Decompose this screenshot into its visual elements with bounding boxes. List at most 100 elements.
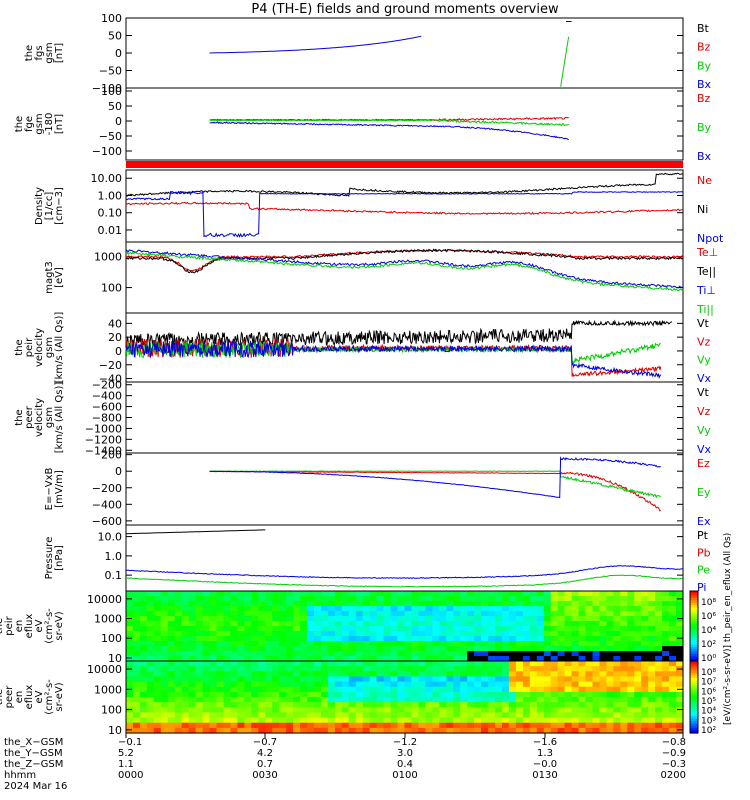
- spectrogram-cell: [265, 722, 273, 729]
- ey-line: [209, 470, 662, 499]
- spectrogram-cell: [564, 671, 573, 677]
- spectrogram-cell: [453, 702, 461, 708]
- spectrogram-cell: [181, 717, 190, 724]
- spectrogram-cell: [662, 601, 670, 607]
- y-axis-label-line: sr-eV): [54, 682, 65, 711]
- spectrogram-cell: [174, 691, 183, 698]
- spectrogram-cell: [202, 631, 211, 637]
- y-axis-label-line: peer: [24, 405, 35, 429]
- spectrogram-cell: [188, 681, 197, 688]
- spectrogram-cell: [362, 591, 371, 597]
- spectrogram-cell: [606, 591, 614, 597]
- spectrogram-cell: [355, 641, 364, 647]
- spectrogram-cell: [453, 626, 461, 632]
- spectrogram-cell: [585, 712, 594, 719]
- spectrogram-cell: [383, 626, 392, 632]
- spectrogram-cell: [515, 666, 524, 672]
- spectrogram-cell: [167, 676, 176, 683]
- spectrogram-cell: [216, 596, 225, 602]
- spectrogram-cell: [536, 691, 545, 698]
- spectrogram-cell: [327, 591, 336, 597]
- spectrogram-cell: [181, 596, 190, 602]
- spectrogram-cell: [362, 616, 371, 622]
- colorbar-swatch: [690, 699, 698, 703]
- y-axis-label-line: [cm−3]: [54, 187, 65, 225]
- spectrogram-cell: [223, 646, 232, 652]
- spectrogram-cell: [383, 611, 392, 617]
- spectrogram-cell: [508, 686, 517, 693]
- spectrogram-cell: [515, 616, 524, 622]
- spectrogram-cell: [585, 722, 594, 729]
- colorbar-tick-label: 10³: [701, 716, 716, 726]
- spectrogram-cell: [355, 626, 364, 632]
- spectrogram-cell: [515, 621, 524, 627]
- spectrogram-cell: [230, 636, 238, 642]
- spectrogram-cell: [508, 651, 517, 657]
- spectrogram-cell: [195, 691, 204, 698]
- spectrogram-cell: [508, 636, 517, 642]
- spectrogram-cell: [126, 712, 134, 719]
- spectrogram-cell: [411, 621, 420, 627]
- spectrogram-cell: [515, 646, 524, 652]
- spectrogram-cell: [418, 686, 426, 693]
- spectrogram-cell: [467, 691, 475, 698]
- spectrogram-cell: [648, 691, 656, 698]
- spectrogram-cell: [348, 722, 357, 729]
- spectrogram-cell: [648, 591, 656, 597]
- spectrogram-cell: [188, 651, 197, 657]
- spectrogram-cell: [481, 717, 489, 724]
- spectrogram-cell: [251, 611, 259, 617]
- spectrogram-cell: [397, 702, 406, 708]
- spectrogram-cell: [355, 717, 364, 724]
- spectrogram-cell: [564, 722, 573, 729]
- spectrogram-cell: [620, 707, 628, 713]
- spectrogram-cell: [174, 601, 183, 607]
- spectrogram-cell: [265, 712, 273, 719]
- spectrogram-cell: [536, 656, 545, 662]
- spectrogram-cell: [390, 666, 399, 672]
- spectrogram-cell: [488, 681, 496, 688]
- spectrogram-cell: [188, 671, 197, 677]
- spectrogram-cell: [550, 717, 559, 724]
- spectrogram-cell: [369, 722, 378, 729]
- spectrogram-cell: [446, 616, 454, 622]
- spectrogram-cell: [564, 596, 573, 602]
- spectrogram-cell: [634, 707, 642, 713]
- spectrogram-cell: [383, 686, 392, 693]
- spectrogram-cell: [418, 611, 426, 617]
- spectrogram-cell: [425, 646, 433, 652]
- spectrogram-cell: [195, 671, 204, 677]
- spectrogram-cell: [195, 727, 204, 734]
- spectrogram-cell: [411, 707, 420, 713]
- spectrogram-cell: [230, 656, 238, 662]
- spectrogram-cell: [195, 626, 204, 632]
- spectrogram-cell: [167, 697, 176, 703]
- colorbar-swatch: [690, 658, 698, 662]
- spectrogram-cell: [488, 686, 496, 693]
- spectrogram-cell: [564, 591, 573, 597]
- spectrogram-cell: [321, 686, 329, 693]
- ex-line: [209, 456, 661, 499]
- spectrogram-cell: [153, 676, 162, 683]
- spectrogram-cell: [411, 626, 420, 632]
- spectrogram-cell: [153, 707, 162, 713]
- spectrogram-cell: [272, 697, 280, 703]
- spectrogram-cell: [515, 601, 524, 607]
- spectrogram-cell: [209, 606, 218, 612]
- spectrogram-cell: [620, 601, 628, 607]
- spectrogram-cell: [474, 697, 482, 703]
- spectrogram-cell: [655, 631, 663, 637]
- spectrogram-cell: [613, 606, 621, 612]
- spectrogram-cell: [404, 666, 413, 672]
- spectrogram-cell: [571, 666, 580, 672]
- spectrogram-cell: [606, 666, 614, 672]
- spectrogram-cell: [272, 712, 280, 719]
- spectrogram-cell: [188, 596, 197, 602]
- spectrogram-cell: [307, 596, 315, 602]
- spectrogram-cell: [550, 686, 559, 693]
- spectrogram-cell: [126, 661, 134, 667]
- spectrogram-cell: [536, 596, 545, 602]
- legend-entry: Bt: [697, 22, 710, 35]
- spectrogram-cell: [467, 712, 475, 719]
